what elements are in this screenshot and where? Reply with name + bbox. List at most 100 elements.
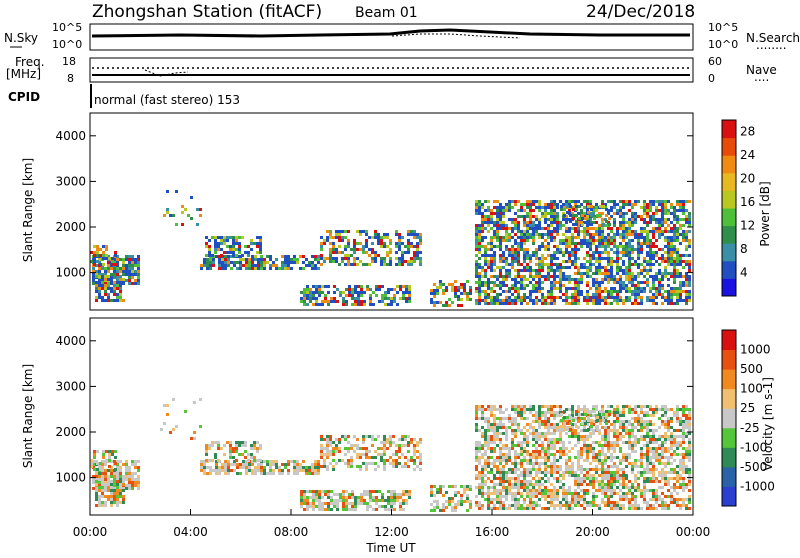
velocity-echo-cell	[628, 504, 631, 507]
velocity-echo-cell	[631, 444, 634, 447]
power-echo-cell	[342, 291, 345, 294]
power-echo-cell	[520, 281, 523, 284]
velocity-echo-cell	[505, 453, 508, 456]
power-echo-cell	[679, 203, 682, 206]
power-echo-cell	[634, 287, 637, 290]
velocity-echo-cell	[619, 459, 622, 462]
velocity-echo-cell	[323, 459, 326, 462]
power-echo-cell	[98, 287, 101, 290]
power-echo-cell	[535, 218, 538, 221]
power-echo-cell	[487, 263, 490, 266]
power-echo-cell	[604, 248, 607, 251]
power-echo-cell	[676, 290, 679, 293]
velocity-echo-cell	[306, 499, 309, 502]
power-echo-cell	[526, 266, 529, 269]
power-echo-cell	[529, 293, 532, 296]
power-echo-cell	[547, 236, 550, 239]
velocity-echo-cell	[200, 463, 203, 466]
velocity-echo-cell	[351, 490, 354, 493]
velocity-echo-cell	[95, 492, 98, 495]
power-echo-cell	[505, 260, 508, 263]
velocity-echo-cell	[505, 408, 508, 411]
velocity-echo-cell	[556, 498, 559, 501]
velocity-echo-cell	[655, 498, 658, 501]
velocity-echo-cell	[508, 507, 511, 510]
power-echo-cell	[481, 239, 484, 242]
power-echo-cell	[493, 230, 496, 233]
power-echo-cell	[353, 245, 356, 248]
power-echo-cell	[580, 290, 583, 293]
velocity-echo-cell	[375, 496, 378, 499]
power-echo-cell	[571, 227, 574, 230]
velocity-echo-cell	[643, 480, 646, 483]
velocity-echo-cell	[505, 438, 508, 441]
power-echo-cell	[610, 272, 613, 275]
power-echo-cell	[646, 239, 649, 242]
power-echo-cell	[607, 233, 610, 236]
power-echo-cell	[502, 254, 505, 257]
velocity-echo-cell	[511, 471, 514, 474]
power-echo-cell	[562, 233, 565, 236]
power-echo-cell	[248, 267, 251, 270]
velocity-echo-cell	[646, 459, 649, 462]
power-echo-cell	[661, 254, 664, 257]
power-echo-cell	[505, 224, 508, 227]
power-echo-cell	[269, 264, 272, 267]
velocity-echo-cell	[233, 463, 236, 466]
power-echo-cell	[502, 275, 505, 278]
velocity-echo-cell	[269, 472, 272, 475]
velocity-echo-cell	[670, 492, 673, 495]
power-echo-cell	[523, 215, 526, 218]
power-echo-cell	[508, 233, 511, 236]
velocity-echo-cell	[544, 462, 547, 465]
velocity-echo-cell	[547, 507, 550, 510]
power-echo-cell	[607, 200, 610, 203]
velocity-echo-cell	[658, 486, 661, 489]
velocity-echo-cell	[679, 486, 682, 489]
power-echo-cell	[605, 208, 608, 211]
power-echo-cell	[487, 293, 490, 296]
velocity-echo-cell	[577, 441, 580, 444]
power-echo-cell	[496, 275, 499, 278]
velocity-echo-cell	[131, 463, 134, 466]
velocity-echo-cell	[667, 495, 670, 498]
power-echo-cell	[547, 233, 550, 236]
power-echo-cell	[95, 275, 98, 278]
velocity-echo-cell	[580, 429, 583, 432]
velocity-echo-cell	[676, 420, 679, 423]
power-echo-cell	[682, 233, 685, 236]
velocity-echo-cell	[116, 501, 119, 504]
velocity-echo-cell	[616, 435, 619, 438]
velocity-echo-cell	[320, 435, 323, 438]
velocity-echo-cell	[670, 435, 673, 438]
velocity-echo-cell	[354, 508, 357, 511]
power-echo-cell	[523, 257, 526, 260]
power-heatmap-cells	[90, 190, 691, 307]
velocity-echo-cell	[496, 477, 499, 480]
power-echo-cell	[369, 288, 372, 291]
power-echo-cell	[339, 291, 342, 294]
power-echo-cell	[610, 269, 613, 272]
power-echo-cell	[329, 254, 332, 257]
power-echo-cell	[619, 236, 622, 239]
power-echo-cell	[619, 299, 622, 302]
velocity-echo-cell	[610, 474, 613, 477]
velocity-echo-cell	[538, 504, 541, 507]
velocity-echo-cell	[508, 486, 511, 489]
power-echo-cell	[517, 248, 520, 251]
velocity-echo-cell	[580, 480, 583, 483]
velocity-echo-cell	[526, 444, 529, 447]
velocity-echo-cell	[517, 468, 520, 471]
velocity-echo-cell	[300, 490, 303, 493]
power-echo-cell	[478, 203, 481, 206]
power-echo-cell	[583, 242, 586, 245]
power-echo-cell	[354, 291, 357, 294]
velocity-echo-cell	[517, 486, 520, 489]
power-echo-cell	[670, 293, 673, 296]
power-echo-cell	[631, 218, 634, 221]
velocity-echo-cell	[227, 466, 230, 469]
velocity-echo-cell	[604, 438, 607, 441]
velocity-echo-cell	[652, 471, 655, 474]
velocity-echo-cell	[676, 444, 679, 447]
velocity-echo-cell	[514, 408, 517, 411]
